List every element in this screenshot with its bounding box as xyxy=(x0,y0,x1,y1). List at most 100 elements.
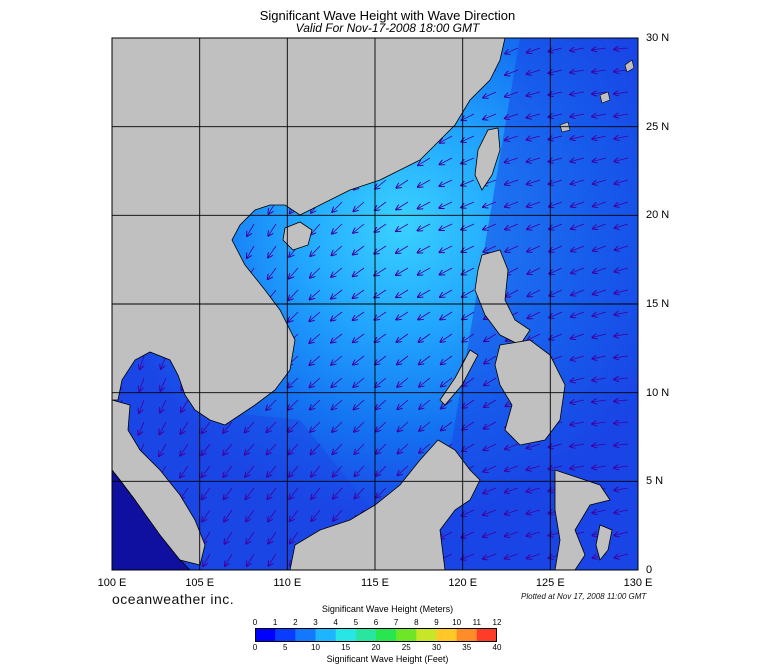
legend-feet-tick: 0 xyxy=(252,643,258,652)
wave-arrow xyxy=(202,465,211,477)
wave-arrow xyxy=(266,421,277,432)
wave-arrow xyxy=(461,509,475,516)
legend-swatch xyxy=(476,628,497,642)
wave-arrow xyxy=(418,245,431,253)
lat-label: 10 N xyxy=(646,386,670,399)
legend-swatch xyxy=(295,628,316,642)
wave-arrow xyxy=(614,466,629,468)
wave-arrow xyxy=(331,377,343,387)
wave-arrow xyxy=(461,553,475,559)
wave-arrow xyxy=(396,289,409,297)
wave-arrow xyxy=(375,223,387,232)
wave-arrow xyxy=(505,553,519,559)
lon-label: 110 E xyxy=(273,577,302,589)
legend-feet-tick: 40 xyxy=(492,643,502,652)
wave-arrow xyxy=(571,311,585,317)
legend-swatch xyxy=(315,628,337,642)
legend-meters-tick: 0 xyxy=(252,618,258,627)
wave-arrow xyxy=(396,201,409,210)
map-frame xyxy=(111,37,639,571)
legend-feet-tick: 5 xyxy=(283,643,288,652)
wave-arrow xyxy=(310,421,321,432)
wave-arrow xyxy=(592,356,607,359)
wave-arrow xyxy=(570,114,585,117)
wave-arrow xyxy=(505,245,519,252)
wave-arrow xyxy=(374,267,387,276)
wave-arrow xyxy=(375,179,387,189)
wave-arrow xyxy=(332,443,343,454)
lat-label: 25 N xyxy=(646,120,670,133)
wave-arrow xyxy=(180,465,189,478)
wave-arrow xyxy=(268,267,277,279)
wave-arrow xyxy=(615,245,629,250)
wave-arrow xyxy=(505,179,519,185)
wave-arrow xyxy=(571,201,585,207)
wave-arrow xyxy=(527,179,541,184)
wave-arrow xyxy=(418,223,431,231)
wave-arrow xyxy=(202,509,211,522)
wave-arrow xyxy=(245,443,255,455)
wave-arrow xyxy=(570,378,585,381)
wave-arrow xyxy=(246,531,255,544)
wave-arrow xyxy=(505,157,519,162)
wave-arrow xyxy=(331,267,343,277)
wave-arrow xyxy=(615,268,629,272)
legend-meters-title: Significant Wave Height (Meters) xyxy=(321,604,454,614)
wave-arrow xyxy=(309,333,321,343)
lat-label: 30 N xyxy=(646,32,670,44)
wave-arrow xyxy=(462,267,475,275)
legend-feet-tick: 25 xyxy=(401,643,411,652)
wave-arrow xyxy=(549,223,563,229)
wave-arrow xyxy=(160,377,167,391)
wave-arrow xyxy=(354,443,365,454)
wave-arrow xyxy=(311,443,321,454)
wave-arrow xyxy=(593,201,607,206)
wave-arrow xyxy=(398,421,409,431)
wave-arrow xyxy=(614,48,629,49)
wave-arrow xyxy=(484,377,497,385)
wave-arrow xyxy=(483,553,497,559)
wave-arrow xyxy=(333,509,343,521)
legend-meters-tick: 8 xyxy=(414,618,419,627)
land-palawan xyxy=(439,349,479,406)
wave-arrow xyxy=(396,311,409,320)
legend-meters-tick: 9 xyxy=(434,618,439,627)
wave-arrow xyxy=(614,444,629,446)
wave-arrow xyxy=(375,377,387,387)
wave-arrow xyxy=(397,333,409,342)
wave-arrow xyxy=(527,47,541,53)
wave-arrow xyxy=(593,223,607,229)
wave-arrow xyxy=(615,180,629,184)
wave-arrow xyxy=(418,201,431,209)
wave-arrow xyxy=(311,223,321,235)
wave-arrow xyxy=(290,531,299,543)
legend-feet-tick: 20 xyxy=(371,643,381,652)
wave-arrow xyxy=(246,509,255,521)
wave-arrow xyxy=(245,465,255,477)
wave-arrow xyxy=(570,466,585,469)
wave-arrow xyxy=(593,179,607,184)
wave-arrow xyxy=(310,377,321,387)
wave-arrow xyxy=(441,421,453,430)
wave-arrow xyxy=(505,69,519,75)
wave-arrow xyxy=(419,377,431,387)
wave-arrow xyxy=(268,245,277,258)
wave-arrow xyxy=(483,245,497,252)
wave-arrow xyxy=(202,487,211,499)
land-sumatra xyxy=(112,469,191,570)
wave-arrow xyxy=(592,334,607,337)
wave-arrow xyxy=(527,267,541,274)
wave-arrow xyxy=(398,443,409,453)
wave-arrow xyxy=(331,311,343,321)
wave-arrow xyxy=(375,355,387,365)
wave-arrow xyxy=(484,333,497,341)
legend-swatch xyxy=(335,628,357,642)
wave-arrow xyxy=(483,91,497,98)
wave-arrow xyxy=(268,531,277,544)
wave-arrow xyxy=(396,267,409,275)
plotted-timestamp: Plotted at Nov 17, 2008 11:00 GMT xyxy=(521,592,647,601)
wave-arrow xyxy=(614,290,629,293)
wave-arrow xyxy=(288,311,299,322)
legend-meters-tick: 6 xyxy=(373,618,379,627)
wave-arrow xyxy=(527,245,541,252)
